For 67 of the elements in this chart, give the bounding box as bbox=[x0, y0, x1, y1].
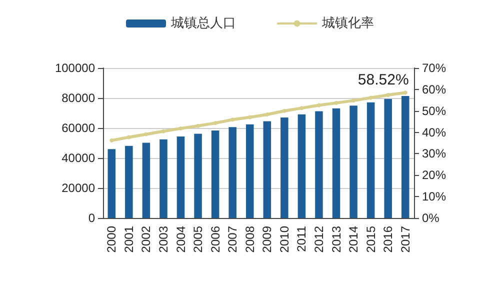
x-tick-label: 2006 bbox=[208, 226, 222, 253]
bar bbox=[384, 99, 392, 218]
point bbox=[300, 106, 304, 110]
point bbox=[178, 126, 183, 130]
bar bbox=[280, 118, 288, 218]
x-tick-label: 2005 bbox=[191, 226, 206, 253]
point bbox=[282, 108, 286, 113]
x-tick-label: 2010 bbox=[277, 226, 292, 253]
bar bbox=[350, 106, 358, 218]
point bbox=[110, 138, 114, 142]
x-tick-label: 2004 bbox=[174, 226, 188, 253]
x-tick-label: 2014 bbox=[346, 226, 361, 253]
point bbox=[334, 100, 338, 105]
point bbox=[352, 98, 356, 103]
y2-tick-label: 10% bbox=[422, 190, 446, 204]
legend-label: 城镇化率 bbox=[321, 15, 374, 31]
bar bbox=[125, 146, 133, 218]
y2-tick-label: 30% bbox=[422, 146, 446, 161]
x-tick-label: 2007 bbox=[226, 226, 240, 253]
y2-tick-label: 70% bbox=[422, 61, 446, 75]
x-tick-label: 2003 bbox=[156, 226, 170, 253]
y2-tick-label: 40% bbox=[422, 125, 446, 140]
bar bbox=[176, 136, 185, 218]
data-label: 58.52% bbox=[358, 72, 409, 89]
y2-tick-label: 20% bbox=[422, 168, 446, 182]
bar bbox=[401, 96, 410, 218]
bar bbox=[108, 149, 116, 218]
bar bbox=[246, 124, 254, 218]
point bbox=[265, 112, 270, 116]
x-tick-label: 2008 bbox=[242, 226, 257, 253]
x-tick-label: 2015 bbox=[364, 226, 378, 253]
bar bbox=[211, 130, 220, 218]
x-tick-label: 2011 bbox=[294, 226, 309, 252]
bar bbox=[298, 114, 306, 218]
bar bbox=[160, 139, 168, 218]
y2-tick-label: 0% bbox=[422, 211, 440, 225]
y-tick-label: 0 bbox=[88, 211, 96, 225]
y-tick-label: 80000 bbox=[62, 91, 96, 105]
bar bbox=[194, 134, 202, 218]
bar bbox=[263, 121, 272, 218]
x-tick-label: 2016 bbox=[381, 226, 396, 253]
y-tick-label: 20000 bbox=[62, 181, 96, 195]
x-tick-label: 2000 bbox=[104, 226, 119, 253]
bar bbox=[332, 108, 340, 218]
point bbox=[144, 132, 148, 136]
point bbox=[386, 93, 390, 97]
x-tick-label: 2002 bbox=[139, 226, 154, 253]
bar bbox=[228, 127, 236, 218]
legend-label: 城镇总人口 bbox=[170, 16, 236, 31]
point bbox=[196, 124, 200, 128]
line-series bbox=[110, 90, 408, 142]
point bbox=[403, 90, 408, 95]
y2-tick-label: 50% bbox=[422, 104, 446, 118]
bar bbox=[315, 111, 323, 218]
y-tick-label: 40000 bbox=[62, 151, 96, 165]
y-tick-label: 60000 bbox=[62, 121, 96, 135]
x-tick-label: 2017 bbox=[398, 226, 412, 253]
x-tick-label: 2012 bbox=[312, 226, 326, 253]
x-tick-label: 2013 bbox=[329, 226, 344, 253]
point bbox=[213, 121, 218, 126]
x-tick-label: 2001 bbox=[122, 226, 136, 253]
y-tick-label: 100000 bbox=[54, 61, 96, 75]
bar bbox=[142, 142, 150, 218]
x-tick-label: 2009 bbox=[260, 226, 274, 253]
point bbox=[368, 96, 373, 100]
bar bbox=[366, 102, 375, 218]
y2-tick-label: 60% bbox=[422, 82, 446, 96]
